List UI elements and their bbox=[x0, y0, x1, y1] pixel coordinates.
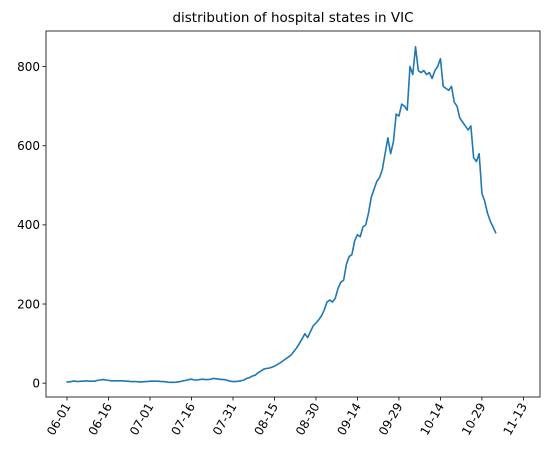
plot-frame bbox=[45, 30, 541, 398]
series-layer bbox=[66, 46, 497, 384]
y-tick-label-200: 200 bbox=[17, 297, 40, 311]
y-tick-label-0: 0 bbox=[32, 376, 40, 390]
y-tick-label-400: 400 bbox=[17, 218, 40, 232]
chart-title: distribution of hospital states in VIC bbox=[172, 10, 413, 26]
series-line-0 bbox=[66, 46, 497, 384]
y-tick-label-800: 800 bbox=[17, 60, 40, 74]
y-tick-label-600: 600 bbox=[17, 139, 40, 153]
y-axis: 0 200 400 600 800 bbox=[17, 60, 46, 390]
